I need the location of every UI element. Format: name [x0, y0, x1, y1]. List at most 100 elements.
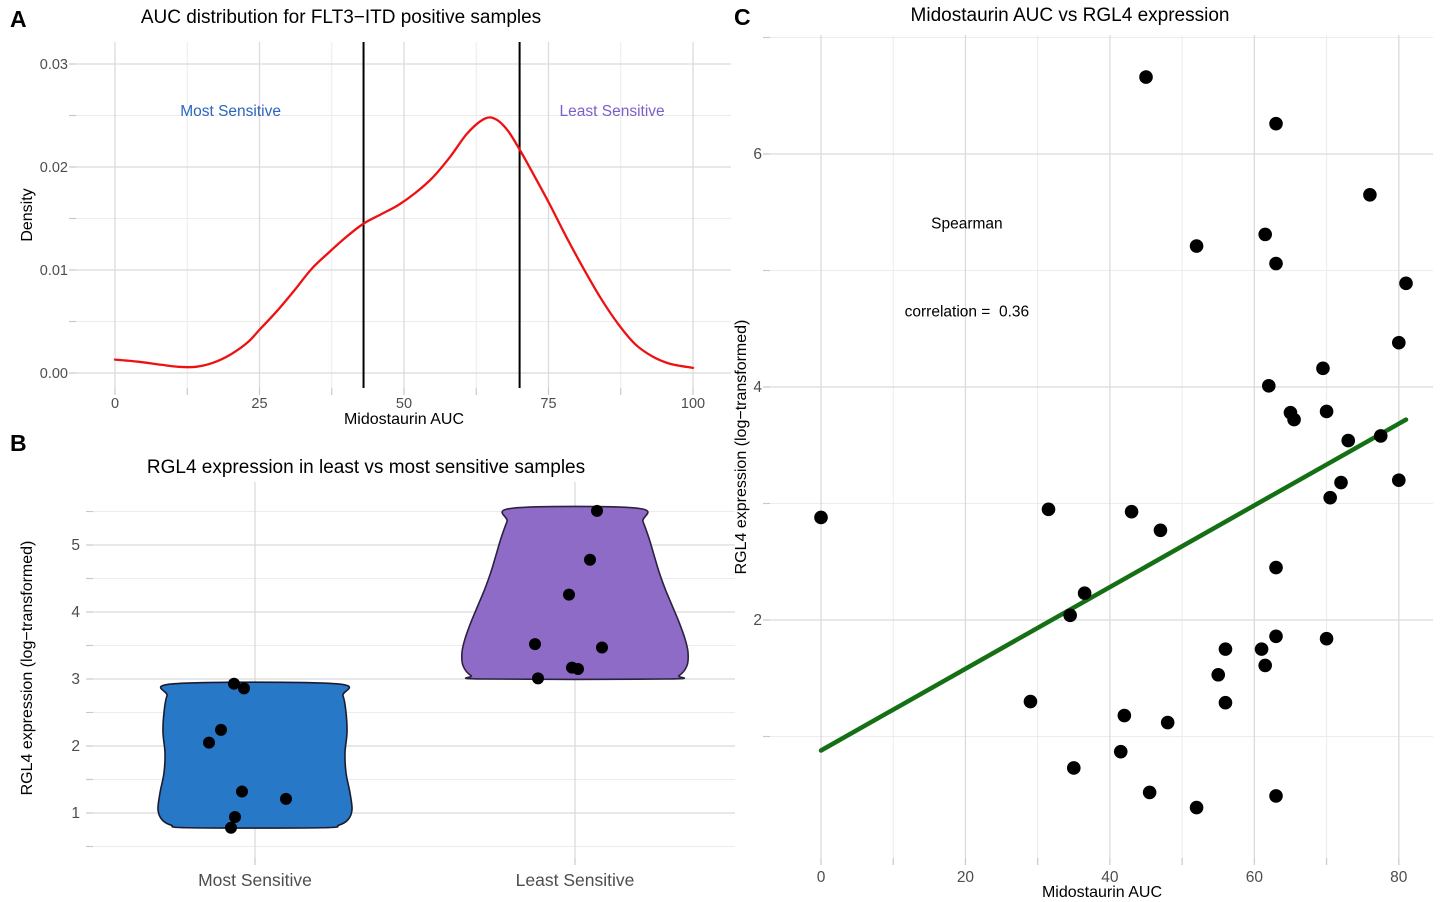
scatter-point [1117, 708, 1132, 723]
violin-shape [460, 505, 690, 681]
data-point [203, 736, 215, 749]
scatter-point [1399, 276, 1413, 291]
scatter-point [1269, 789, 1283, 803]
data-point [596, 641, 608, 654]
data-point [529, 638, 541, 651]
scatter-point [1319, 404, 1334, 419]
scatter-point [1124, 504, 1139, 519]
y-tick-label: 2 [753, 612, 762, 629]
spearman-annotation: Spearman correlation = 0.36 [905, 150, 1030, 386]
scatter-point [814, 510, 828, 525]
scatter-point [1316, 361, 1330, 376]
panel-b-tag: B [10, 430, 27, 456]
data-point [238, 682, 250, 695]
scatter-point [1211, 667, 1226, 682]
y-tick-label: 6 [753, 146, 762, 163]
x-tick-label: 20 [957, 869, 975, 886]
spearman-annotation-line1: Spearman [931, 215, 1003, 233]
density-curve [113, 116, 695, 369]
panel-b-title: RGL4 expression in least vs most sensiti… [146, 457, 586, 478]
data-point [591, 504, 603, 517]
scatter-point [1269, 256, 1283, 271]
scatter-point [1392, 335, 1406, 350]
panel-a-tag: A [10, 6, 27, 32]
y-tick-label: 0.01 [40, 263, 68, 279]
y-tick-label: 3 [71, 671, 80, 688]
x-tick-label: 25 [251, 396, 267, 412]
data-point [532, 672, 544, 685]
scatter-point [1077, 586, 1092, 601]
most-sensitive-annotation: Most Sensitive [180, 103, 281, 121]
scatter-point [1218, 695, 1233, 710]
panel-c-yaxis-title: RGL4 expression (log−transformed) [733, 319, 750, 575]
scatter-point [1063, 608, 1077, 623]
y-tick-label: 0.03 [40, 57, 68, 73]
data-point [584, 553, 596, 566]
scatter-point [1363, 187, 1377, 202]
y-tick-label: 4 [71, 604, 80, 621]
scatter-point [1341, 433, 1356, 448]
scatter-point [1373, 429, 1388, 443]
y-tick-label: 4 [753, 379, 762, 396]
data-point [225, 821, 237, 834]
x-tick-label: 40 [1101, 869, 1119, 886]
scatter-point [1066, 761, 1081, 775]
scatter-point [1023, 694, 1038, 709]
category-label: Least Sensitive [516, 870, 635, 890]
scatter-point [1139, 70, 1153, 84]
data-point [563, 588, 575, 601]
least-sensitive-annotation: Least Sensitive [559, 103, 665, 121]
panel-a-xaxis-title: Midostaurin AUC [343, 411, 465, 428]
y-tick-label: 1 [71, 805, 80, 822]
x-tick-label: 0 [111, 396, 119, 412]
category-label: Most Sensitive [198, 870, 312, 890]
scatter-point [1142, 785, 1157, 800]
scatter-point [1269, 629, 1283, 644]
scatter-point [1258, 658, 1272, 673]
x-tick-label: 80 [1390, 869, 1408, 886]
data-point [215, 723, 227, 736]
y-tick-label: 5 [71, 537, 80, 554]
scatter-point [1189, 239, 1204, 253]
violin-shape [157, 681, 353, 829]
data-point [229, 811, 241, 824]
x-tick-label: 50 [396, 396, 412, 412]
scatter-point [1269, 116, 1283, 131]
data-point [236, 785, 248, 798]
spearman-annotation-line2: correlation = 0.36 [904, 303, 1030, 321]
data-point [280, 792, 292, 805]
scatter-point [1218, 642, 1233, 656]
scatter-point [1319, 631, 1334, 646]
scatter-point [1113, 744, 1128, 759]
scatter-point [1189, 800, 1204, 815]
y-tick-label: 0.00 [40, 366, 68, 382]
panel-b-yaxis-title: RGL4 expression (log−transformed) [19, 540, 36, 796]
panel-a-title: AUC distribution for FLT3−ITD positive s… [140, 7, 542, 28]
x-tick-label: 0 [817, 869, 826, 886]
scatter-point [1041, 502, 1056, 517]
scatter-point [1258, 227, 1272, 242]
x-tick-label: 100 [681, 396, 705, 412]
scatter-point [1160, 715, 1175, 730]
data-point [572, 662, 584, 675]
panel-c-tag: C [734, 4, 751, 30]
data-point [228, 677, 240, 690]
y-tick-label: 2 [71, 738, 80, 755]
scatter-point [1392, 473, 1406, 488]
scatter-point [1334, 475, 1348, 490]
panel-a-yaxis-title: Density [19, 188, 36, 242]
scatter-point [1261, 379, 1276, 393]
scatter-point [1254, 642, 1269, 656]
panel-c-xaxis-title: Midostaurin AUC [1041, 884, 1163, 901]
trend-line [818, 417, 1409, 753]
x-tick-label: 60 [1246, 869, 1264, 886]
y-tick-label: 0.02 [40, 160, 68, 176]
scatter-point [1269, 560, 1283, 575]
scatter-point [1287, 412, 1301, 427]
x-tick-label: 75 [540, 396, 556, 412]
panel-c-title: Midostaurin AUC vs RGL4 expression [910, 5, 1230, 26]
scatter-point [1153, 523, 1168, 538]
scatter-point [1323, 490, 1337, 505]
